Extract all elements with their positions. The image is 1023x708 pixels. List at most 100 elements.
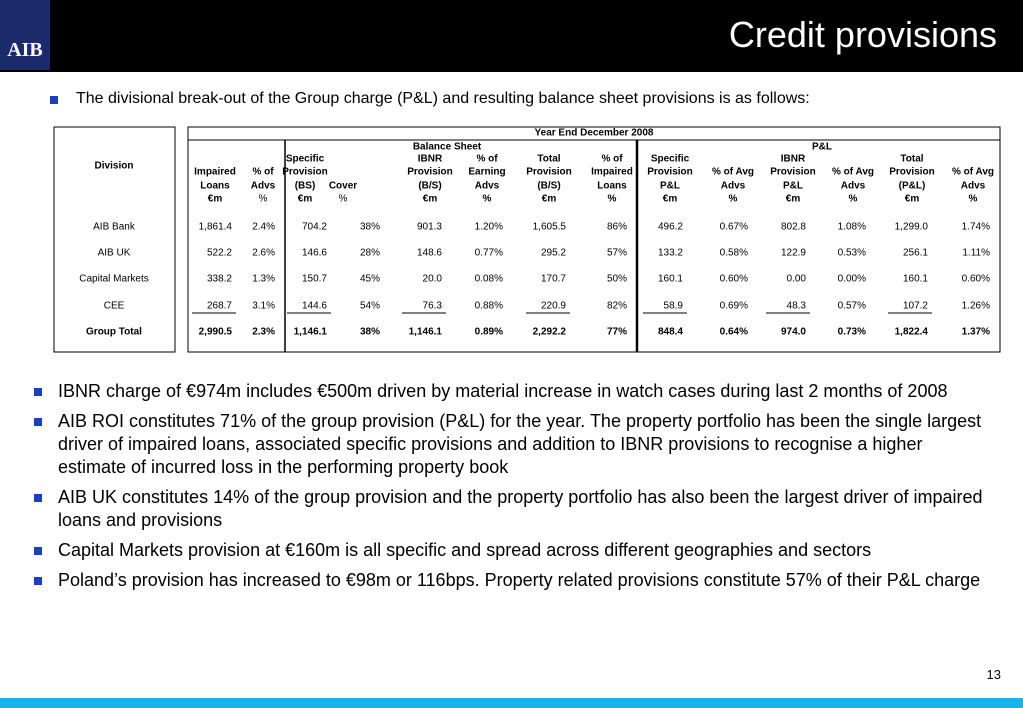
- column-header: Earning: [468, 167, 505, 178]
- column-header: %: [608, 194, 617, 205]
- bullet-item: Capital Markets provision at €160m is al…: [34, 539, 983, 562]
- table-cell: 0.60%: [720, 274, 748, 285]
- table-cell: 76.3: [423, 301, 443, 312]
- slide-title: Credit provisions: [728, 14, 997, 55]
- bullet-item: AIB ROI constitutes 71% of the group pro…: [34, 410, 983, 479]
- table-cell: 268.7: [207, 301, 232, 312]
- column-header: Advs: [475, 181, 500, 192]
- table-cell: 1,822.4: [895, 327, 929, 338]
- column-header: %: [849, 194, 858, 205]
- column-header: Impaired: [194, 167, 236, 178]
- column-header: €m: [208, 194, 223, 205]
- table-cell: 50%: [607, 274, 627, 285]
- division-label: Capital Markets: [79, 274, 148, 285]
- table-cell: 338.2: [207, 274, 232, 285]
- column-header: €m: [542, 194, 557, 205]
- table-cell: 802.8: [781, 222, 806, 233]
- column-header: Provision: [526, 167, 572, 178]
- table-cell: 38%: [360, 222, 380, 233]
- column-header: % of Avg: [832, 167, 874, 178]
- table-cell: 2,990.5: [199, 327, 233, 338]
- column-header: % of Avg: [712, 167, 754, 178]
- table-cell: 0.88%: [475, 301, 503, 312]
- column-header: %: [259, 194, 268, 205]
- division-header: Division: [95, 161, 134, 172]
- column-header: % of: [252, 167, 274, 178]
- year-header: Year End December 2008: [535, 128, 654, 139]
- column-header: IBNR: [418, 154, 443, 165]
- group-header: Balance Sheet: [413, 142, 482, 153]
- table-cell: 1.3%: [252, 274, 275, 285]
- table-cell: 256.1: [903, 248, 928, 259]
- table-cell: 77%: [607, 327, 627, 338]
- table-cell: 148.6: [417, 248, 442, 259]
- bullet-text: IBNR charge of €974m includes €500m driv…: [58, 381, 948, 401]
- table-cell: 133.2: [658, 248, 683, 259]
- column-header: Cover: [329, 181, 357, 192]
- bullet-list: IBNR charge of €974m includes €500m driv…: [34, 380, 983, 599]
- table-cell: 1,861.4: [199, 222, 233, 233]
- group-header: P&L: [812, 142, 832, 153]
- header-bar: [0, 0, 1023, 72]
- table-cell: 150.7: [302, 274, 327, 285]
- division-label: AIB UK: [98, 248, 131, 259]
- column-header: Provision: [770, 167, 816, 178]
- table-cell: 86%: [607, 222, 627, 233]
- column-header: Total: [900, 154, 923, 165]
- table-cell: 38%: [360, 327, 380, 338]
- column-header: Total: [537, 154, 560, 165]
- column-header: Advs: [251, 181, 276, 192]
- table-box: [187, 126, 1001, 353]
- bullet-text: Capital Markets provision at €160m is al…: [58, 540, 872, 560]
- table-cell: 0.00%: [838, 274, 866, 285]
- table-cell: 295.2: [541, 248, 566, 259]
- table-cell: 57%: [607, 248, 627, 259]
- table-cell: 901.3: [417, 222, 442, 233]
- table-cell: 20.0: [423, 274, 443, 285]
- table-cell: 45%: [360, 274, 380, 285]
- footer-bar: [0, 698, 1023, 708]
- table-cell: 848.4: [658, 327, 683, 338]
- column-header: Provision: [407, 167, 453, 178]
- table-cell: 0.67%: [720, 222, 748, 233]
- column-header: %: [339, 194, 348, 205]
- column-header: €m: [663, 194, 678, 205]
- table-cell: 0.53%: [838, 248, 866, 259]
- column-header: Loans: [597, 181, 627, 192]
- table-cell: 58.9: [664, 301, 684, 312]
- column-header: Provision: [889, 167, 935, 178]
- column-header: Advs: [841, 181, 866, 192]
- table-cell: 0.89%: [475, 327, 503, 338]
- table-cell: 1.26%: [962, 301, 990, 312]
- table-cell: 1.20%: [475, 222, 503, 233]
- table-cell: 1,299.0: [895, 222, 929, 233]
- column-header: %: [729, 194, 738, 205]
- column-header: %: [483, 194, 492, 205]
- bullet-marker: [34, 418, 42, 426]
- column-header: Provision: [647, 167, 693, 178]
- bullet-text: AIB UK constitutes 14% of the group prov…: [58, 487, 983, 530]
- column-header: % of Avg: [952, 167, 994, 178]
- logo: AIB: [0, 0, 50, 70]
- column-header: (BS): [295, 181, 316, 192]
- bullet-text: Poland’s provision has increased to €98m…: [58, 570, 981, 590]
- bullet-marker: [34, 494, 42, 502]
- division-label: CEE: [104, 301, 125, 312]
- division-box: [53, 126, 176, 353]
- table-cell: 1.74%: [962, 222, 990, 233]
- intro-text: The divisional break-out of the Group ch…: [76, 90, 810, 107]
- bullet-item: Poland’s provision has increased to €98m…: [34, 569, 983, 592]
- column-header: P&L: [660, 181, 680, 192]
- table-cell: 220.9: [541, 301, 566, 312]
- table-cell: 1,146.1: [294, 327, 328, 338]
- table-cell: 160.1: [658, 274, 683, 285]
- table-cell: 144.6: [302, 301, 327, 312]
- division-label: AIB Bank: [93, 222, 136, 233]
- table-cell: 54%: [360, 301, 380, 312]
- table-cell: 146.6: [302, 248, 327, 259]
- table-cell: 28%: [360, 248, 380, 259]
- column-header: P&L: [783, 181, 803, 192]
- table-cell: 3.1%: [252, 301, 275, 312]
- table-cell: 0.00: [787, 274, 807, 285]
